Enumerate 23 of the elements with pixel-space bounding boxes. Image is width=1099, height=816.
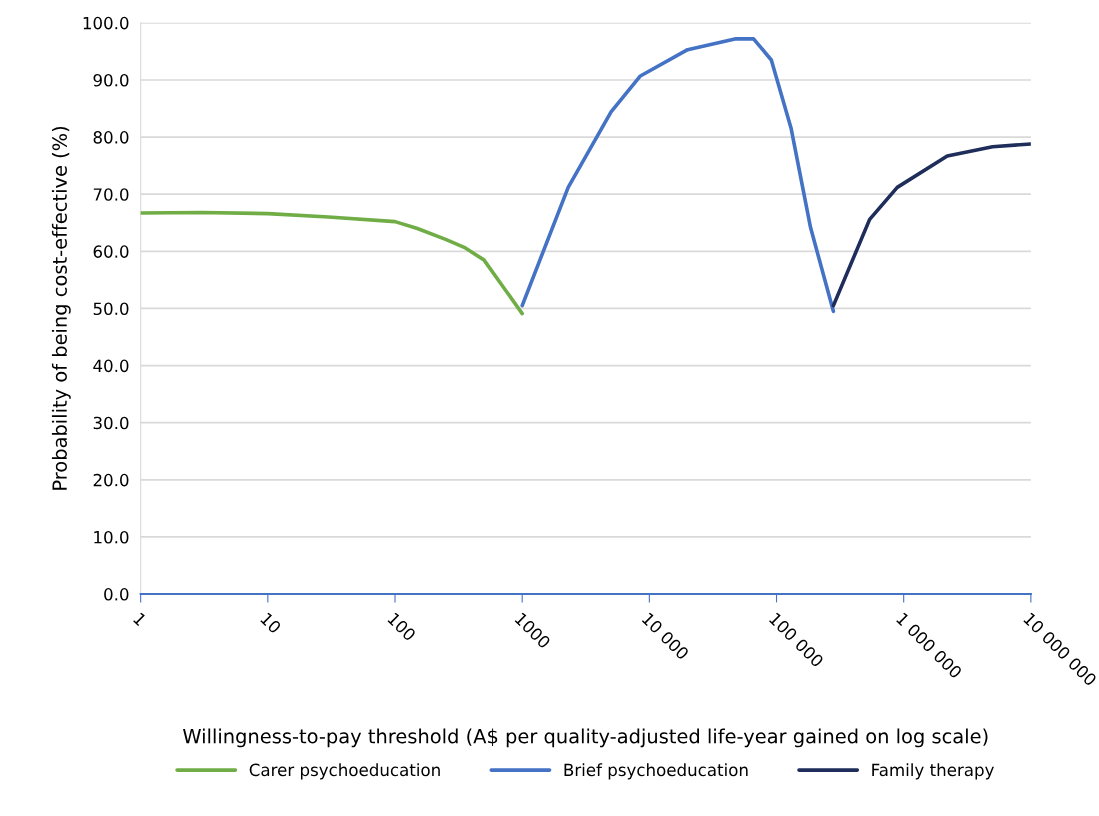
y-tick-label: 70.0: [93, 188, 129, 201]
legend-label: Family therapy: [872, 763, 994, 780]
legend-label: Carer psychoeducation: [249, 763, 440, 780]
x-tick-label: 100: [387, 612, 417, 642]
legend-label: Brief psychoeducation: [564, 763, 748, 780]
x-tick-label: 10: [260, 612, 282, 635]
y-axis-title: Probability of being cost-effective (%): [51, 126, 71, 490]
y-tick-label: 20.0: [93, 473, 129, 487]
x-tick-label: 1 000 000: [895, 612, 963, 680]
y-tick-label: 60.0: [93, 245, 129, 258]
y-tick-label: 90.0: [93, 73, 129, 87]
y-tick-label: 50.0: [93, 302, 129, 316]
y-tick-label: 80.0: [93, 131, 129, 144]
y-tick-label: 0.0: [104, 588, 129, 601]
y-tick-label: 30.0: [93, 416, 129, 430]
y-tick-label: 40.0: [93, 359, 129, 373]
x-tick-label: 1: [133, 612, 147, 627]
y-tick-label: 10.0: [94, 530, 129, 544]
x-axis-title: Willingness-to-pay threshold (A$ per quality-adjusted life-year gained on log scale): [183, 728, 988, 748]
x-tick-label: 100 000: [768, 612, 825, 668]
x-tick-label: 10 000: [641, 612, 690, 661]
x-tick-label: 10 000 000: [1023, 612, 1098, 687]
y-tick-label: 100.0: [83, 16, 129, 30]
